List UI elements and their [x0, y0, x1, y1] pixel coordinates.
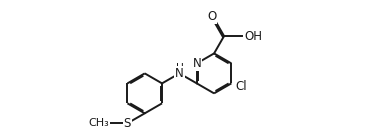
Text: Cl: Cl [236, 80, 247, 93]
Text: S: S [124, 117, 131, 130]
Text: N: N [192, 57, 201, 70]
Text: CH₃: CH₃ [88, 118, 109, 128]
Text: OH: OH [244, 30, 262, 43]
Text: O: O [207, 10, 216, 23]
Text: N: N [175, 67, 184, 80]
Text: H: H [177, 63, 184, 73]
